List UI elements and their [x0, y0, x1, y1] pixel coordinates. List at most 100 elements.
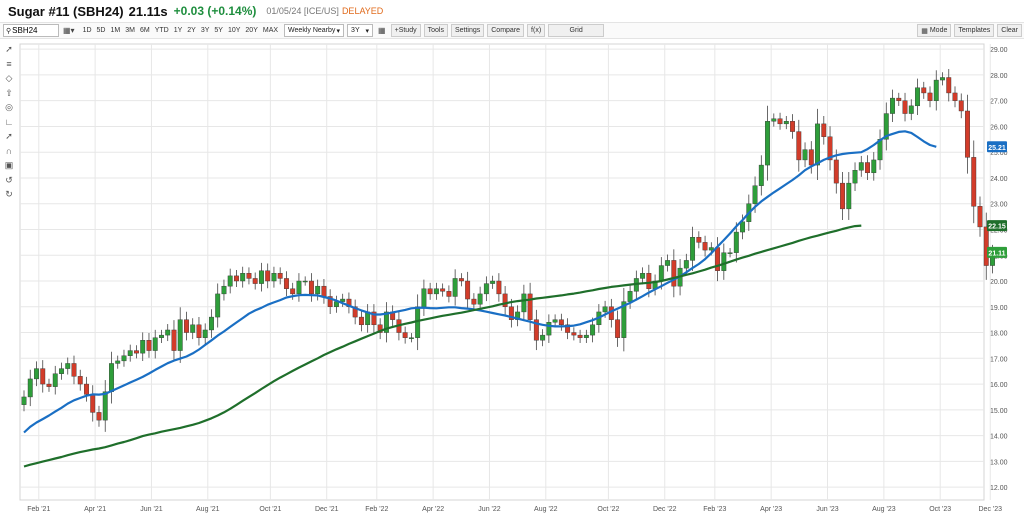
clear-button[interactable]: Clear — [997, 24, 1022, 37]
candle — [577, 329, 583, 343]
mode-button[interactable]: ▦ Mode — [917, 24, 952, 37]
candle-body — [52, 373, 58, 387]
candle — [883, 102, 889, 151]
candle — [190, 318, 196, 340]
candle — [796, 119, 802, 172]
candle — [508, 298, 514, 328]
candle — [852, 162, 858, 191]
candle-body — [458, 278, 464, 282]
candle-body — [977, 206, 983, 228]
candle — [821, 116, 827, 145]
range-select[interactable]: 3Y ▾ — [347, 24, 374, 37]
period-5y[interactable]: 5Y — [214, 27, 223, 34]
function-button[interactable]: f(x) — [527, 24, 546, 37]
candle-body — [658, 265, 664, 282]
candle — [690, 226, 696, 271]
candle-body — [233, 275, 239, 282]
candle-body — [533, 319, 539, 341]
contract-select[interactable]: Weekly Nearby ▾ — [284, 24, 345, 37]
candle-body — [465, 280, 471, 300]
lock-icon[interactable]: ▣ — [4, 160, 14, 170]
candle — [771, 113, 777, 127]
x-tick-label: Jun '23 — [816, 506, 838, 513]
candle — [896, 92, 902, 106]
magnet-icon[interactable]: ∩ — [5, 145, 13, 156]
text-tool-icon[interactable]: ◎ — [5, 102, 13, 112]
period-3y[interactable]: 3Y — [200, 27, 210, 34]
period-1m[interactable]: 1M — [110, 27, 121, 34]
candle-body — [708, 247, 714, 251]
candle — [277, 267, 283, 285]
candle-body — [702, 242, 708, 251]
candle-body — [240, 273, 246, 282]
shape-tool-icon[interactable]: ◇ — [5, 73, 13, 83]
candle-body — [933, 79, 939, 101]
price-tag: 21.11 — [987, 246, 1007, 258]
period-1d[interactable]: 1D — [82, 27, 92, 34]
line-tool-icon[interactable]: ➚ — [5, 44, 13, 54]
candle-body — [483, 283, 489, 295]
candle — [315, 279, 321, 301]
candle-body — [865, 162, 870, 174]
candle — [558, 313, 564, 331]
candle — [221, 279, 227, 301]
add-study-button[interactable]: +Study — [390, 24, 421, 37]
candle-body — [121, 355, 127, 362]
candle — [977, 196, 983, 237]
period-2y[interactable]: 2Y — [187, 27, 196, 34]
candle-body — [315, 285, 321, 295]
candle-body — [59, 368, 64, 374]
x-tick-label: Apr '21 — [84, 506, 106, 513]
period-5d[interactable]: 5D — [96, 27, 106, 34]
period-10y[interactable]: 10Y — [227, 27, 241, 34]
candle — [583, 329, 589, 343]
candle-body — [102, 391, 108, 421]
price-tag-label: 22.15 — [988, 224, 1006, 231]
candle — [177, 307, 183, 363]
pattern-tool-icon[interactable]: ∟ — [4, 116, 14, 127]
price-chart[interactable]: 12.00 13.00 14.00 15.00 16.00 17.00 18.00 19.00… — [18, 42, 1022, 517]
y-tick-label: 16.00 — [990, 382, 1008, 389]
candle — [283, 271, 289, 296]
candle — [121, 349, 127, 367]
settings-button[interactable]: Settings — [450, 24, 485, 37]
candle — [965, 94, 970, 174]
tools-button[interactable]: Tools — [423, 24, 448, 37]
candle-body — [371, 311, 377, 326]
candle — [84, 376, 89, 402]
undo-icon[interactable]: ↺ — [5, 174, 13, 185]
redo-icon[interactable]: ↻ — [5, 189, 13, 199]
period-1y[interactable]: 1Y — [173, 27, 183, 34]
measure-tool-icon[interactable]: ➚ — [5, 131, 13, 141]
candle-body — [821, 123, 827, 137]
price-tag: 22.15 — [987, 220, 1007, 232]
price-tag-box — [987, 141, 1007, 153]
candle-body — [665, 260, 671, 266]
symbol-input[interactable] — [12, 26, 57, 35]
candle-body — [402, 332, 408, 338]
calendar-icon[interactable]: ▦ — [378, 26, 386, 35]
period-20y[interactable]: 20Y — [245, 27, 258, 34]
candle — [433, 282, 439, 300]
candle — [452, 269, 458, 306]
templates-button[interactable]: Templates — [954, 24, 995, 37]
period-6m[interactable]: 6M — [139, 27, 150, 34]
candle — [202, 323, 208, 345]
candle-body — [377, 324, 383, 333]
candle-body — [858, 162, 864, 171]
price-tag: 25.21 — [987, 141, 1007, 153]
symbol-search[interactable]: ⚲ — [3, 24, 59, 37]
mode-label: Mode — [929, 27, 948, 34]
candle — [340, 293, 346, 307]
period-max[interactable]: MAX — [262, 27, 279, 34]
arrow-tool-icon[interactable]: ⇧ — [5, 87, 13, 98]
chart-type-icon[interactable]: ▦▾ — [63, 26, 75, 35]
period-3m[interactable]: 3M — [125, 27, 135, 34]
candle — [215, 283, 221, 328]
candle-body — [283, 278, 289, 289]
compare-button[interactable]: Compare — [487, 24, 525, 37]
candle — [159, 329, 164, 343]
grid-button[interactable]: Grid — [548, 24, 605, 37]
period-ytd[interactable]: YTD — [154, 27, 169, 34]
fib-tool-icon[interactable]: ≡ — [6, 58, 12, 69]
